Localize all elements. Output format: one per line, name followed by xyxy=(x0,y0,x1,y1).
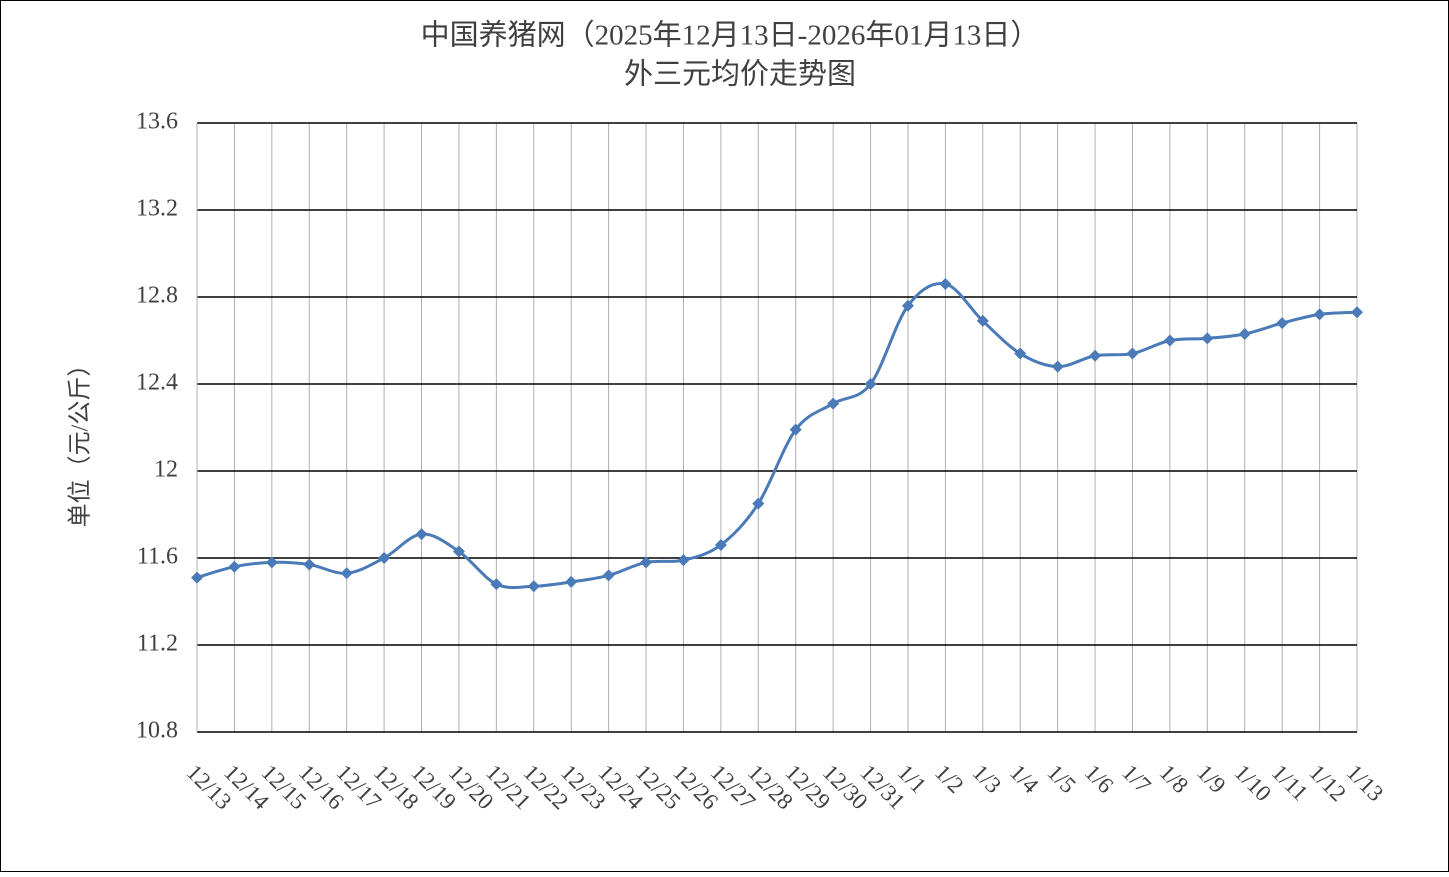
data-point xyxy=(1238,327,1251,340)
data-point xyxy=(1276,317,1289,330)
data-point xyxy=(1163,334,1176,347)
data-point xyxy=(827,397,840,410)
data-point xyxy=(191,571,203,584)
data-point xyxy=(976,314,989,327)
y-tick-label: 13.2 xyxy=(136,196,178,222)
data-point xyxy=(415,528,428,541)
data-point xyxy=(789,423,802,436)
data-point xyxy=(378,552,391,564)
data-point xyxy=(939,277,952,290)
y-tick-label: 12 xyxy=(154,457,178,483)
data-point xyxy=(490,578,503,591)
data-point xyxy=(901,299,914,312)
y-tick-label: 12.8 xyxy=(136,283,178,309)
y-tick-label: 12.4 xyxy=(136,370,178,396)
data-point xyxy=(265,556,278,569)
data-point xyxy=(1089,349,1102,362)
data-point xyxy=(1201,332,1214,345)
data-point xyxy=(714,538,727,551)
data-point xyxy=(527,580,540,593)
data-point xyxy=(340,567,353,580)
data-point xyxy=(1351,306,1363,319)
chart-subtitle: 外三元均价走势图 xyxy=(624,58,856,91)
y-tick-label: 10.8 xyxy=(136,718,178,744)
data-point xyxy=(640,556,653,569)
data-point xyxy=(677,554,690,567)
y-tick-label: 13.6 xyxy=(136,109,178,135)
chart-title: 中国养猪网（2025年12月13日-2026年01月13日） xyxy=(421,19,1040,52)
y-tick-label: 11.6 xyxy=(137,544,178,570)
y-tick-label: 11.2 xyxy=(137,631,178,657)
data-point xyxy=(1051,360,1064,373)
data-point xyxy=(1126,347,1139,360)
data-point xyxy=(565,575,578,588)
series-line xyxy=(196,281,1358,589)
data-point xyxy=(864,378,877,390)
data-point xyxy=(452,545,465,558)
y-axis-label: 单位（元/公斤） xyxy=(67,353,94,528)
data-point xyxy=(303,558,316,571)
data-point xyxy=(1014,347,1027,360)
data-point xyxy=(1313,308,1326,321)
data-point xyxy=(228,560,241,573)
data-point xyxy=(752,497,765,510)
data-point xyxy=(602,569,615,582)
